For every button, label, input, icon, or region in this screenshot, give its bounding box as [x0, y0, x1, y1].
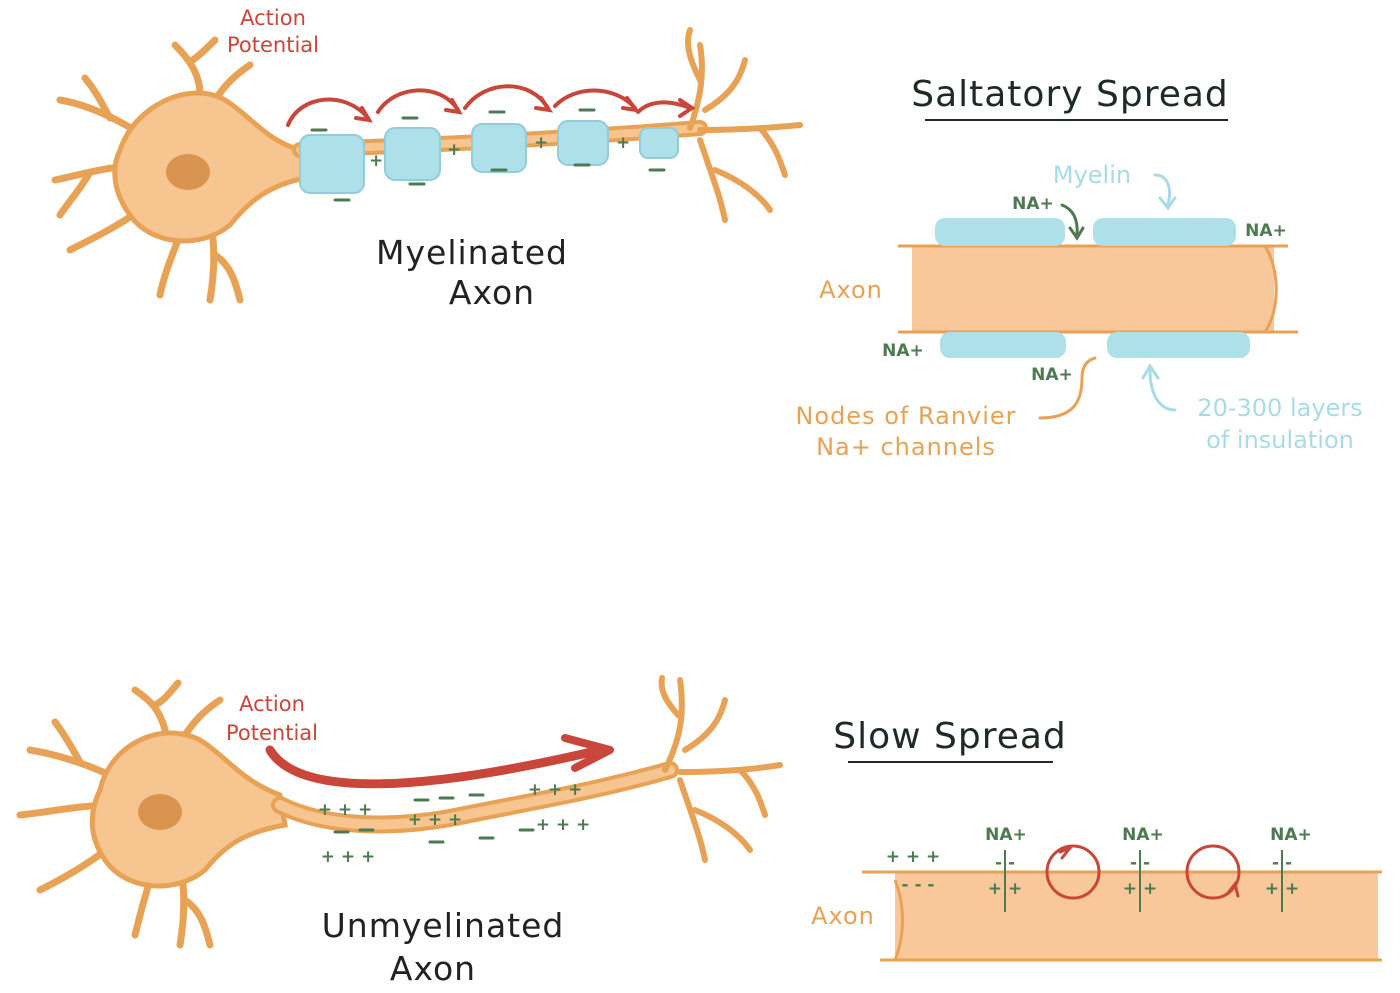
slow-minus-pair-1: - - — [995, 853, 1015, 873]
unmyelinated-axon-label-line2: Axon — [390, 949, 476, 988]
myelinated-neuron: + + + + — [51, 27, 803, 304]
node-plus-4: + — [616, 133, 630, 153]
na-bottom-mid: NA+ — [1031, 365, 1073, 385]
nucleus-top — [166, 154, 210, 190]
unmyelinated-axon-label-line1: Unmyelinated — [322, 906, 565, 945]
na-top-right: NA+ — [1245, 221, 1287, 241]
myelin-label: Myelin — [1053, 161, 1131, 189]
myelin-top-left — [935, 218, 1065, 246]
layers-label-line1: 20-300 layers — [1197, 394, 1362, 422]
saltatory-arrows — [286, 84, 696, 127]
na-slow-3: NA+ — [1270, 825, 1312, 845]
action-potential-arrow-bottom — [265, 745, 605, 789]
myelinated-axon-label-line2: Axon — [449, 273, 535, 312]
slow-plus-pair-1: + + — [988, 879, 1022, 899]
na-slow-1: NA+ — [985, 825, 1027, 845]
charges-bottom — [333, 793, 535, 844]
na-channels-label: Na+ channels — [816, 433, 996, 461]
action-potential-label-bottom-line1: Action — [239, 692, 305, 716]
soma-top — [112, 90, 308, 244]
axon-terminals-top — [685, 27, 803, 223]
layers-label-line2: of insulation — [1206, 426, 1354, 454]
saltatory-cross-section — [898, 173, 1298, 420]
plus-group-on-axon: + + + — [408, 810, 463, 830]
node-plus-3: + — [534, 133, 548, 153]
plus-group-end-below: + + + — [536, 815, 591, 835]
slow-spread-title: Slow Spread — [833, 716, 1067, 757]
myelin-bottom-right — [1107, 332, 1250, 358]
plus-group-end: + + + — [528, 780, 583, 800]
slow-cross-section — [862, 844, 1382, 962]
axon-terminals-bottom — [658, 675, 783, 863]
plus-group-below-axon: + + + — [321, 847, 376, 867]
node-plus-1: + — [369, 151, 383, 171]
unmyelinated-neuron — [16, 675, 783, 949]
node-plus-2: + — [447, 140, 461, 160]
myelinated-axon-label-line1: Myelinated — [376, 233, 568, 272]
na-slow-2: NA+ — [1122, 825, 1164, 845]
slow-axon-label: Axon — [811, 902, 875, 930]
plus-group-above-axon: + + + — [318, 800, 373, 820]
action-potential-label-bottom-line2: Potential — [226, 721, 318, 745]
myelin-top-right — [1093, 218, 1236, 246]
slow-minus-pair-2: - - — [1130, 853, 1150, 873]
myelin-sheaths-top — [299, 120, 679, 194]
slow-plus-pair-3: + + — [1265, 879, 1299, 899]
action-potential-label-top-line2: Potential — [227, 33, 319, 57]
na-bottom-left: NA+ — [882, 341, 924, 361]
action-potential-label-top-line1: Action — [240, 6, 306, 30]
myelin-bottom-left — [940, 332, 1066, 358]
slow-plus-pair-2: + + — [1123, 879, 1157, 899]
slow-plus-group: + + + — [886, 847, 941, 867]
slow-minus-pair-3: - - — [1272, 853, 1292, 873]
saltatory-spread-title: Saltatory Spread — [911, 74, 1229, 115]
charges-top — [310, 108, 666, 202]
nodes-of-ranvier-label: Nodes of Ranvier — [795, 402, 1016, 430]
na-top-left: NA+ — [1012, 194, 1054, 214]
saltatory-axon-label: Axon — [819, 276, 883, 304]
nucleus-bottom — [138, 794, 182, 830]
slow-minus-group: - - - — [901, 875, 934, 895]
axon-band-saltatory — [912, 246, 1274, 332]
soma-bottom — [89, 730, 288, 889]
axon-band-slow — [895, 872, 1378, 960]
